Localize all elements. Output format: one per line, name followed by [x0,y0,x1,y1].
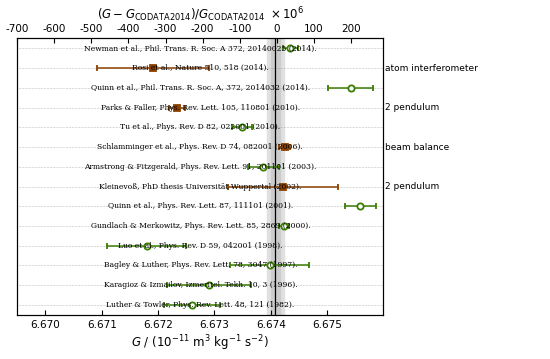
Text: Rosi et al., Nature 510, 518 (2014).: Rosi et al., Nature 510, 518 (2014). [132,64,269,72]
Text: Quinn et al., Phil. Trans. R. Soc. A, 372, 2014032 (2014).: Quinn et al., Phil. Trans. R. Soc. A, 37… [91,84,310,92]
Text: Schlamminger et al., Phys. Rev. D 74, 082001 (2006).: Schlamminger et al., Phys. Rev. D 74, 08… [97,143,303,151]
Text: Luo et al., Phys. Rev. D 59, 042001 (1998).: Luo et al., Phys. Rev. D 59, 042001 (199… [118,242,283,250]
Text: 2 pendulum: 2 pendulum [385,103,439,112]
Text: Bagley & Luther, Phys. Rev. Lett. 78, 3047 (1997).: Bagley & Luther, Phys. Rev. Lett. 78, 30… [103,261,297,270]
Text: Karagioz & Izmailov, Izmeritel. Tekh. 10, 3 (1996).: Karagioz & Izmailov, Izmeritel. Tekh. 10… [103,281,297,289]
Text: Armstrong & Fitzgerald, Phys. Rev. Lett. 91, 201101 (2003).: Armstrong & Fitzgerald, Phys. Rev. Lett.… [84,163,317,171]
X-axis label: $(G - G_{\mathrm{CODATA2014}})/G_{\mathrm{CODATA2014}}\ \times 10^6$: $(G - G_{\mathrm{CODATA2014}})/G_{\mathr… [97,5,304,24]
Text: beam balance: beam balance [385,143,449,151]
Bar [267,38,284,315]
Text: Tu et al., Phys. Rev. D 82, 022001 (2010).: Tu et al., Phys. Rev. D 82, 022001 (2010… [120,123,280,131]
Text: Quinn et al., Phys. Rev. Lett. 87, 111101 (2001).: Quinn et al., Phys. Rev. Lett. 87, 11110… [108,202,293,210]
Text: Parks & Faller, Phys. Rev. Lett. 105, 110801 (2010).: Parks & Faller, Phys. Rev. Lett. 105, 11… [101,103,300,112]
Text: Kleinevoß, PhD thesis Universität Wuppertal (2002).: Kleinevoß, PhD thesis Universität Wupper… [99,182,301,191]
Text: 2 pendulum: 2 pendulum [385,182,439,191]
Bar [271,38,279,315]
X-axis label: $G\ /\ (10^{-11}\ \mathrm{m}^3\ \mathrm{kg}^{-1}\ \mathrm{s}^{-2})$: $G\ /\ (10^{-11}\ \mathrm{m}^3\ \mathrm{… [131,334,270,354]
Text: atom interferometer: atom interferometer [385,64,478,73]
Text: Gundlach & Merkowitz, Phys. Rev. Lett. 85, 2869 (2000).: Gundlach & Merkowitz, Phys. Rev. Lett. 8… [91,222,310,230]
Text: Luther & Towler, Phys. Rev. Lett. 48, 121 (1982).: Luther & Towler, Phys. Rev. Lett. 48, 12… [106,301,294,309]
Text: Newman et al., Phil. Trans. R. Soc. A 372, 20140025 (2014).: Newman et al., Phil. Trans. R. Soc. A 37… [84,45,317,52]
